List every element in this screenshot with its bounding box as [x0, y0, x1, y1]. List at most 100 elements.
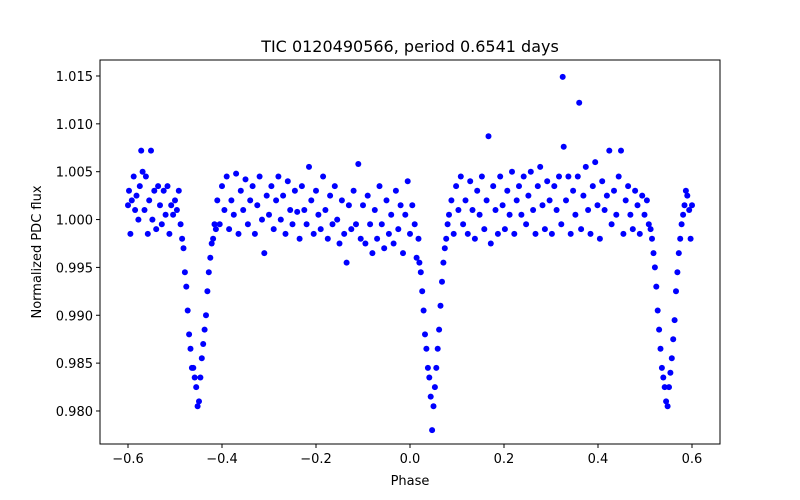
data-point: [682, 187, 689, 194]
data-point: [511, 230, 518, 237]
data-point: [367, 221, 374, 228]
data-point: [369, 250, 376, 257]
data-point: [467, 178, 474, 185]
data-point: [196, 398, 202, 405]
data-point: [660, 374, 667, 381]
data-point: [254, 202, 261, 209]
data-point: [194, 403, 201, 410]
data-point: [144, 230, 151, 237]
data-point: [613, 211, 620, 218]
data-point: [400, 250, 406, 257]
data-point: [647, 226, 654, 233]
data-point: [506, 211, 513, 218]
data-point: [530, 207, 537, 213]
data-point: [336, 240, 343, 247]
data-point: [634, 202, 641, 209]
data-point: [284, 178, 291, 185]
data-point: [345, 202, 352, 209]
data-point: [620, 230, 627, 237]
data-point: [411, 221, 418, 228]
y-tick-label: 1.015: [56, 70, 93, 85]
data-point: [666, 384, 672, 391]
data-point: [181, 269, 188, 276]
data-point: [448, 197, 455, 204]
data-point: [416, 259, 423, 266]
data-point: [322, 207, 329, 213]
data-point: [625, 183, 632, 190]
data-point: [261, 250, 268, 257]
data-point: [653, 283, 660, 290]
data-point: [203, 312, 209, 319]
data-point: [175, 187, 182, 194]
data-point: [453, 183, 460, 190]
data-point: [164, 183, 171, 190]
data-point: [360, 202, 366, 209]
data-point: [518, 211, 525, 218]
y-tick-label: 1.005: [56, 166, 93, 181]
data-point: [553, 207, 560, 213]
data-point: [641, 211, 648, 218]
data-point: [618, 147, 624, 154]
data-point: [160, 187, 167, 194]
data-point: [544, 178, 551, 185]
data-point: [587, 230, 594, 237]
data-point: [235, 230, 242, 237]
scatter-points: [125, 73, 695, 434]
data-point: [534, 183, 541, 190]
data-point: [492, 207, 499, 213]
data-point: [668, 355, 675, 362]
data-point: [490, 183, 497, 190]
data-point: [287, 207, 294, 213]
data-point: [294, 208, 301, 215]
y-tick-label: 1.010: [56, 118, 93, 133]
data-point: [427, 393, 434, 400]
data-point: [663, 398, 670, 405]
data-point: [177, 221, 184, 228]
data-point: [417, 269, 424, 276]
data-point: [546, 197, 553, 204]
data-point: [424, 364, 431, 371]
data-point: [601, 207, 608, 213]
data-point: [430, 403, 437, 410]
data-point: [155, 183, 162, 190]
x-tick-label: 0.2: [494, 452, 515, 467]
data-point: [162, 211, 169, 218]
data-point: [462, 197, 469, 204]
data-point: [381, 245, 388, 252]
x-tick-label: 0.4: [588, 452, 609, 467]
data-point: [324, 235, 331, 242]
data-point: [306, 163, 312, 170]
chart-title: TIC 0120490566, period 0.6541 days: [260, 37, 559, 56]
data-point: [130, 173, 137, 180]
data-point: [499, 202, 506, 209]
axes-frame: [99, 59, 721, 445]
data-point: [378, 221, 385, 228]
data-point: [127, 230, 134, 237]
data-point: [221, 207, 228, 213]
data-point: [331, 183, 338, 190]
data-point: [516, 183, 522, 190]
data-point: [303, 221, 310, 228]
data-point: [525, 192, 532, 199]
x-tick-label: 0.6: [682, 452, 703, 467]
data-point: [230, 211, 237, 218]
data-point: [532, 230, 539, 237]
data-point: [166, 230, 173, 237]
data-point: [687, 235, 694, 242]
data-point: [170, 211, 177, 218]
data-point: [645, 221, 652, 228]
data-point: [204, 288, 211, 295]
data-point: [574, 173, 581, 180]
data-point: [350, 187, 357, 194]
data-point: [158, 221, 165, 228]
data-point: [133, 192, 140, 199]
data-point: [632, 187, 639, 194]
data-point: [186, 331, 193, 338]
data-point: [592, 159, 599, 166]
data-point: [678, 221, 685, 228]
data-point: [317, 226, 324, 233]
data-point: [208, 240, 215, 247]
data-point: [596, 235, 603, 242]
data-point: [419, 288, 426, 295]
